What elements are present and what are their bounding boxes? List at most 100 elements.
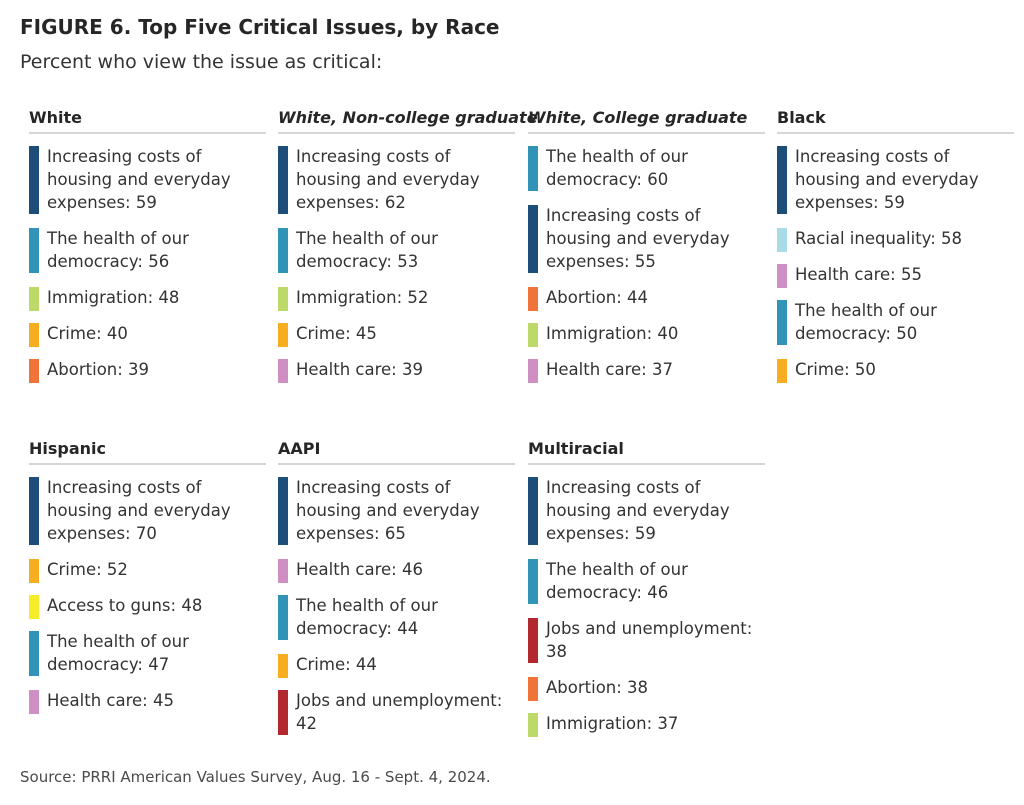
issue-item: Immigration: 40 [528,322,765,347]
issue-item: The health of our democracy: 47 [29,630,266,676]
issue-label: Health care: 46 [296,560,423,579]
issue-color-swatch [528,559,538,604]
issue-label: Health care: 37 [546,360,673,379]
issue-item: Abortion: 44 [528,286,765,311]
panel-aapi: AAPI Increasing costs of housing and ever… [278,438,515,748]
issue-list: The health of our democracy: 60 Increasin… [528,145,765,383]
issue-item: Increasing costs of housing and everyday… [29,476,266,545]
panel-white-non-college-graduate: White, Non-college graduate Increasing co… [278,107,538,394]
issue-label: Crime: 45 [296,324,377,343]
issue-label: Crime: 44 [296,655,377,674]
issue-label: The health of our democracy: 60 [546,147,688,189]
issue-list: Increasing costs of housing and everyday… [278,145,515,383]
issue-label: Increasing costs of housing and everyday… [795,147,979,212]
source-note: Source: PRRI American Values Survey, Aug… [20,768,491,786]
panel-white-college-graduate: White, College graduate The health of our… [528,107,765,394]
issue-item: Immigration: 52 [278,286,515,311]
issue-label: Increasing costs of housing and everyday… [47,478,231,543]
panel-title: AAPI [278,438,515,465]
issue-item: The health of our democracy: 56 [29,227,266,273]
issue-item: Increasing costs of housing and everyday… [278,476,515,545]
issue-item: Crime: 44 [278,653,515,678]
issue-item: Crime: 50 [777,358,1014,383]
issue-label: Immigration: 37 [546,714,679,733]
issue-label: Abortion: 44 [546,288,649,307]
issue-item: Health care: 39 [278,358,515,383]
panel-title: Hispanic [29,438,266,465]
issue-label: Crime: 52 [47,560,128,579]
issue-color-swatch [777,228,787,252]
issue-label: Crime: 40 [47,324,128,343]
panel-title: Black [777,107,1014,134]
issue-list: Increasing costs of housing and everyday… [528,476,765,737]
issue-color-swatch [528,146,538,191]
issue-item: Health care: 45 [29,689,266,714]
issue-label: Health care: 39 [296,360,423,379]
issue-item: Increasing costs of housing and everyday… [528,476,765,545]
issue-item: The health of our democracy: 53 [278,227,515,273]
panel-title: Multiracial [528,438,765,465]
issue-item: Immigration: 48 [29,286,266,311]
panel-title: White, College graduate [528,107,765,134]
issue-color-swatch [528,713,538,737]
issue-color-swatch [278,595,288,640]
issue-label: Access to guns: 48 [47,596,203,615]
issue-item: Abortion: 38 [528,676,765,701]
issue-label: The health of our democracy: 56 [47,229,189,271]
issue-label: The health of our democracy: 50 [795,301,937,343]
issue-label: Racial inequality: 58 [795,229,963,248]
issue-item: Immigration: 37 [528,712,765,737]
issue-list: Increasing costs of housing and everyday… [278,476,515,735]
issue-color-swatch [528,677,538,701]
issue-label: Increasing costs of housing and everyday… [546,206,730,271]
issue-color-swatch [29,559,39,583]
issue-label: The health of our democracy: 46 [546,560,688,602]
issue-label: Increasing costs of housing and everyday… [296,147,480,212]
issue-label: Abortion: 38 [546,678,649,697]
issue-color-swatch [29,595,39,619]
issue-item: The health of our democracy: 46 [528,558,765,604]
figure-title: FIGURE 6. Top Five Critical Issues, by R… [20,15,500,39]
issue-color-swatch [777,264,787,288]
issue-label: Health care: 45 [47,691,174,710]
issue-color-swatch [528,323,538,347]
issue-list: Increasing costs of housing and everyday… [29,476,266,714]
issue-label: Jobs and unemployment: 38 [546,619,753,661]
issue-label: Increasing costs of housing and everyday… [296,478,480,543]
issue-list: Increasing costs of housing and everyday… [777,145,1014,383]
issue-color-swatch [528,477,538,545]
issue-item: Increasing costs of housing and everyday… [29,145,266,214]
issue-list: Increasing costs of housing and everyday… [29,145,266,383]
issue-color-swatch [29,287,39,311]
issue-item: Access to guns: 48 [29,594,266,619]
issue-color-swatch [278,146,288,214]
issue-color-swatch [29,359,39,383]
issue-color-swatch [278,654,288,678]
issue-label: Immigration: 52 [296,288,429,307]
issue-color-swatch [278,690,288,735]
issue-color-swatch [278,559,288,583]
issue-item: The health of our democracy: 60 [528,145,765,191]
issue-label: Increasing costs of housing and everyday… [47,147,231,212]
issue-item: Health care: 37 [528,358,765,383]
issue-color-swatch [29,477,39,545]
issue-label: The health of our democracy: 53 [296,229,438,271]
issue-color-swatch [528,287,538,311]
issue-item: Crime: 40 [29,322,266,347]
issue-item: Abortion: 39 [29,358,266,383]
issue-label: Jobs and unemployment: 42 [296,691,503,733]
issue-label: The health of our democracy: 44 [296,596,438,638]
issue-color-swatch [29,323,39,347]
issue-color-swatch [278,287,288,311]
issue-label: Immigration: 40 [546,324,679,343]
issue-item: Jobs and unemployment: 38 [528,617,765,663]
issue-item: Crime: 52 [29,558,266,583]
issue-item: Health care: 55 [777,263,1014,288]
panel-hispanic: Hispanic Increasing costs of housing and … [29,438,266,725]
issue-color-swatch [528,205,538,273]
issue-label: Crime: 50 [795,360,876,379]
issue-item: Crime: 45 [278,322,515,347]
issue-color-swatch [777,146,787,214]
issue-item: Increasing costs of housing and everyday… [528,204,765,273]
issue-color-swatch [528,618,538,663]
